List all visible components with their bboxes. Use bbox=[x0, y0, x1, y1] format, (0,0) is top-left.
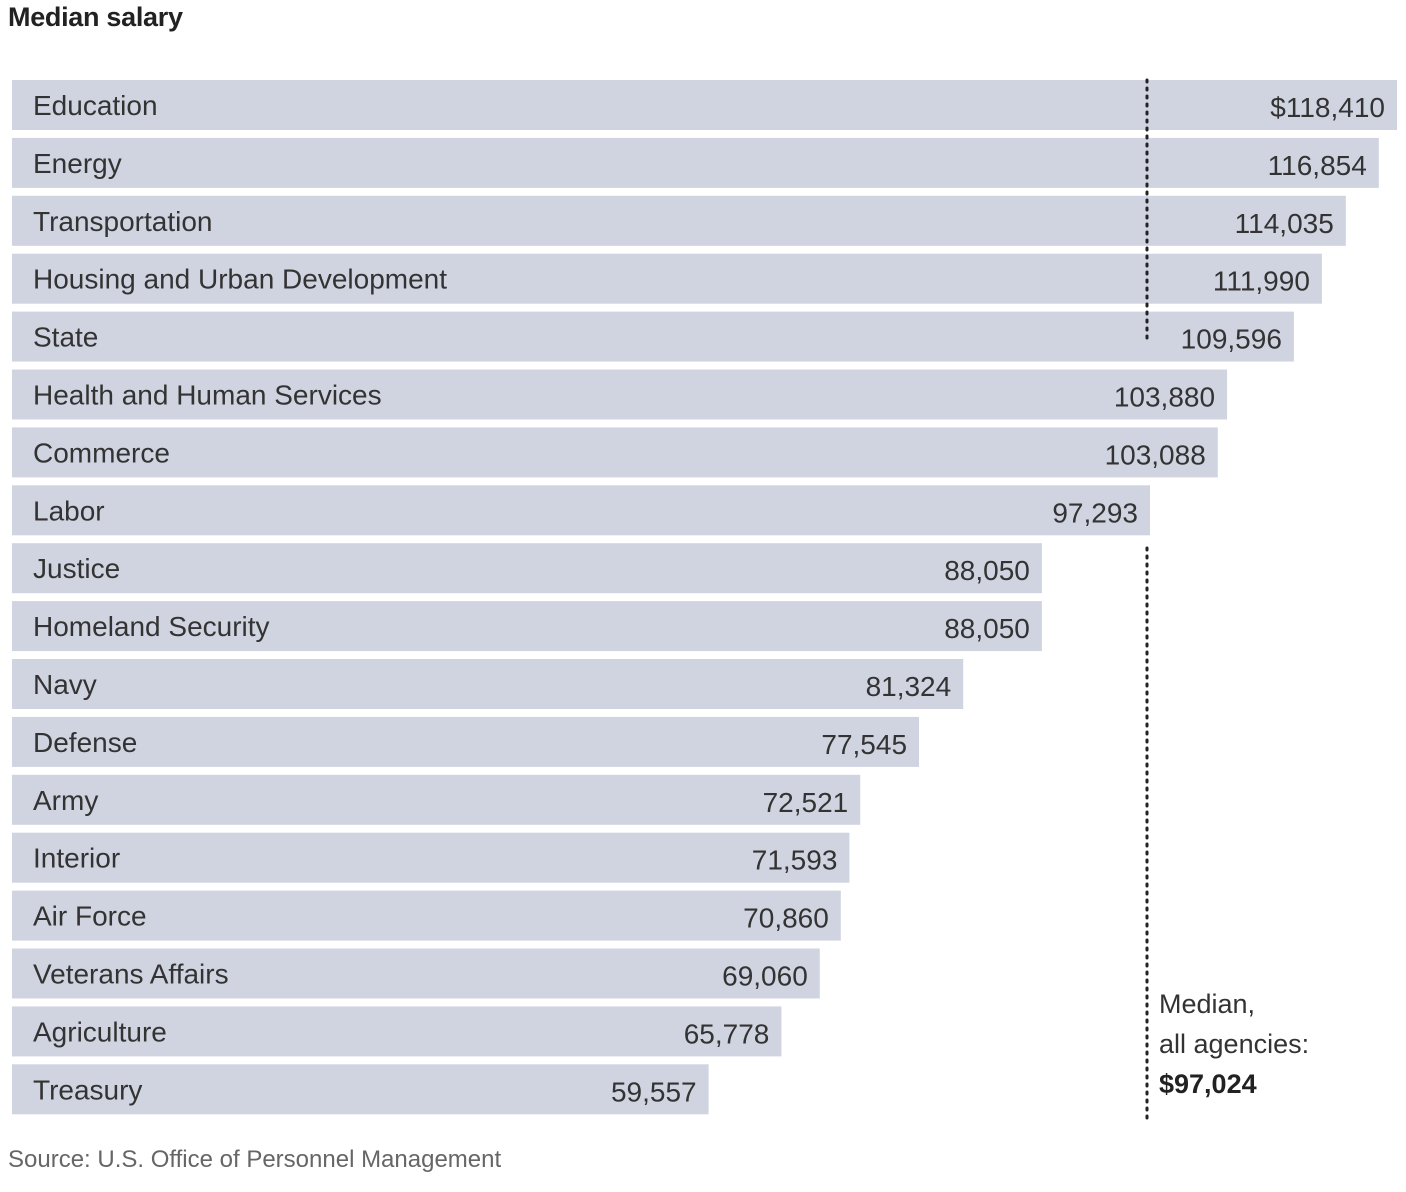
source-note: Source: U.S. Office of Personnel Managem… bbox=[8, 1146, 502, 1173]
bar bbox=[12, 427, 1218, 478]
bar-row: Treasury 59,557 bbox=[12, 1064, 709, 1115]
bar bbox=[12, 253, 1322, 304]
bar-row: Justice 88,050 bbox=[12, 543, 1042, 594]
median-reference: Median, all agencies: $97,024 bbox=[1145, 78, 1309, 1122]
category-label: State bbox=[33, 322, 98, 353]
value-label: 72,521 bbox=[763, 787, 849, 818]
category-label: Agriculture bbox=[33, 1016, 167, 1047]
category-label: Interior bbox=[33, 843, 120, 874]
value-label: 103,088 bbox=[1105, 439, 1206, 470]
bar-row: Agriculture 65,778 bbox=[12, 1006, 782, 1057]
bar bbox=[12, 659, 964, 709]
bar-row: Health and Human Services 103,880 bbox=[12, 369, 1228, 420]
bar bbox=[12, 890, 841, 941]
bar bbox=[12, 195, 1346, 246]
bar-row: Transportation 114,035 bbox=[12, 195, 1346, 246]
value-label: 109,596 bbox=[1181, 324, 1282, 355]
value-label: 59,557 bbox=[611, 1076, 697, 1107]
value-label: 88,050 bbox=[944, 613, 1030, 644]
bar bbox=[12, 948, 820, 999]
bar bbox=[12, 311, 1294, 362]
bar-row: Veterans Affairs 69,060 bbox=[12, 948, 820, 999]
value-label: 71,593 bbox=[752, 845, 838, 876]
value-label: 88,050 bbox=[944, 555, 1030, 586]
median-annotation: Median, bbox=[1159, 989, 1255, 1019]
category-label: Defense bbox=[33, 727, 137, 758]
category-label: Veterans Affairs bbox=[33, 959, 229, 990]
median-annotation: all agencies: bbox=[1159, 1029, 1309, 1059]
bar-row: Labor 97,293 bbox=[12, 485, 1151, 536]
value-label: 111,990 bbox=[1213, 266, 1310, 297]
category-label: Treasury bbox=[33, 1074, 142, 1105]
category-label: Army bbox=[33, 785, 98, 816]
category-label: Education bbox=[33, 90, 158, 121]
value-label: 70,860 bbox=[743, 903, 829, 934]
bar bbox=[12, 716, 920, 767]
bar-row: State 109,596 bbox=[12, 311, 1294, 362]
bar-row: Housing and Urban Development 111,990 bbox=[12, 253, 1322, 304]
value-label: 103,880 bbox=[1114, 382, 1215, 413]
bar bbox=[12, 543, 1042, 594]
value-label: 69,060 bbox=[722, 961, 808, 992]
bar-row: Energy 116,854 bbox=[12, 137, 1379, 188]
value-label: 65,778 bbox=[684, 1018, 770, 1049]
value-label: 116,854 bbox=[1268, 150, 1367, 181]
category-label: Air Force bbox=[33, 901, 147, 932]
bar-row: Homeland Security 88,050 bbox=[12, 601, 1042, 652]
category-label: Homeland Security bbox=[33, 611, 270, 642]
chart-title: Median salary bbox=[8, 2, 183, 32]
bar bbox=[12, 369, 1228, 420]
category-label: Transportation bbox=[33, 206, 213, 237]
median-annotation: $97,024 bbox=[1159, 1069, 1257, 1099]
value-label: 81,324 bbox=[866, 671, 952, 702]
category-label: Labor bbox=[33, 495, 105, 526]
bar bbox=[12, 80, 1397, 130]
category-label: Housing and Urban Development bbox=[33, 264, 447, 295]
category-label: Commerce bbox=[33, 437, 170, 468]
bar bbox=[12, 137, 1379, 188]
bar-row: Navy 81,324 bbox=[12, 659, 964, 709]
bar-row: Commerce 103,088 bbox=[12, 427, 1218, 478]
bar-row: Interior 71,593 bbox=[12, 832, 850, 883]
bar bbox=[12, 832, 850, 883]
value-label: 114,035 bbox=[1235, 208, 1334, 239]
bar bbox=[12, 1006, 782, 1057]
bars-layer: Education $118,410 Energy 116,854 Transporta… bbox=[12, 80, 1397, 1115]
value-label: 77,545 bbox=[821, 729, 907, 760]
bar bbox=[12, 774, 861, 825]
value-label: 97,293 bbox=[1052, 497, 1138, 528]
bar-row: Education $118,410 bbox=[12, 80, 1397, 130]
bar-row: Defense 77,545 bbox=[12, 716, 920, 767]
category-label: Justice bbox=[33, 553, 120, 584]
bar-row: Army 72,521 bbox=[12, 774, 861, 825]
bar bbox=[12, 1064, 709, 1115]
value-label: $118,410 bbox=[1270, 92, 1385, 123]
bar bbox=[12, 485, 1151, 536]
category-label: Energy bbox=[33, 148, 122, 179]
category-label: Navy bbox=[33, 669, 97, 700]
bar bbox=[12, 601, 1042, 652]
category-label: Health and Human Services bbox=[33, 380, 382, 411]
bar-row: Air Force 70,860 bbox=[12, 890, 841, 941]
